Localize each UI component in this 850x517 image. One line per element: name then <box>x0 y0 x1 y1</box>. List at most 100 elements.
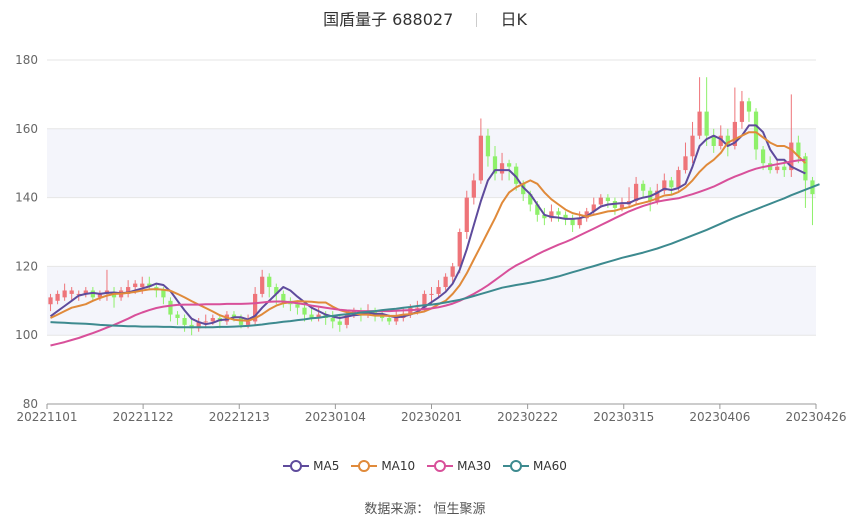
candle-body <box>111 293 117 298</box>
candle-body <box>140 283 145 288</box>
candle <box>330 311 335 329</box>
series-line-ma30 <box>50 158 806 347</box>
legend-item-ma10[interactable]: MA10 <box>351 459 415 473</box>
candle-body <box>619 204 625 208</box>
candle-body <box>231 314 237 318</box>
candle-body <box>281 293 286 301</box>
candle-body <box>655 190 660 202</box>
candle-body <box>267 276 272 288</box>
candle-body <box>76 293 81 295</box>
candle-body <box>725 135 730 146</box>
x-tick-label: 20230222 <box>497 410 558 424</box>
candle-body <box>528 194 533 205</box>
legend-label: MA10 <box>381 459 416 473</box>
candle <box>662 173 667 195</box>
candle-body <box>556 211 561 215</box>
candle-body <box>161 290 166 298</box>
legend-item-ma30[interactable]: MA30 <box>427 459 491 473</box>
candle-body <box>753 111 759 150</box>
x-tick-label: 20230426 <box>785 410 846 424</box>
candle <box>711 128 716 153</box>
candle <box>168 297 173 322</box>
candle <box>718 125 723 150</box>
candle-body <box>796 142 801 157</box>
candle <box>570 214 575 232</box>
candle <box>443 273 448 291</box>
candle-body <box>690 135 695 157</box>
chart-title: 国盾量子 688027 日K <box>0 6 850 30</box>
candle-body <box>605 197 610 202</box>
grid-band <box>47 128 816 198</box>
candle-body <box>238 318 244 325</box>
candle-body <box>253 293 258 322</box>
candle <box>669 176 674 195</box>
candle-body <box>295 304 300 308</box>
y-tick-label: 100 <box>15 328 38 342</box>
candle <box>605 194 610 208</box>
candle-body <box>775 166 780 171</box>
candle <box>464 190 469 239</box>
candle-body <box>330 318 335 322</box>
x-tick-label: 20221101 <box>16 410 77 424</box>
candle-body <box>598 197 603 205</box>
candle <box>542 207 547 226</box>
candle-body <box>464 197 469 232</box>
candle <box>111 287 117 308</box>
candle-body <box>344 314 349 325</box>
candle-body <box>443 276 448 288</box>
candle-body <box>669 180 674 188</box>
candle <box>260 269 265 298</box>
candle-body <box>591 204 596 212</box>
candle <box>175 311 180 325</box>
candle-body <box>126 287 131 294</box>
legend-item-ma5[interactable]: MA5 <box>283 459 339 473</box>
candle-body <box>274 287 279 294</box>
candle <box>485 128 491 167</box>
candle-body <box>196 321 201 329</box>
candle <box>450 262 455 284</box>
candle <box>739 90 745 129</box>
y-axis: 80 100 120 140 160 180 <box>15 53 38 411</box>
legend-item-ma60[interactable]: MA60 <box>503 459 567 473</box>
candle <box>203 314 208 329</box>
candle <box>97 290 103 301</box>
legend-marker-icon <box>351 459 378 473</box>
candle-body <box>175 314 180 318</box>
candle-body <box>542 214 547 219</box>
candle-body <box>147 283 152 288</box>
candle <box>281 290 286 308</box>
candle-body <box>394 318 399 322</box>
candle <box>676 166 681 191</box>
candle-body <box>789 142 794 171</box>
candle <box>584 207 589 222</box>
candle <box>697 77 702 140</box>
candle-body <box>641 183 646 191</box>
candle-body <box>803 156 808 181</box>
candle-body <box>436 287 441 294</box>
candle <box>316 307 321 322</box>
candle-body <box>584 211 589 219</box>
candle-body <box>676 170 681 188</box>
stock-name: 国盾量子 <box>323 10 388 29</box>
x-tick-label: 20230406 <box>689 410 750 424</box>
candle-body <box>429 293 434 295</box>
candle <box>556 207 561 222</box>
candle <box>126 280 131 298</box>
candle-body <box>133 283 138 288</box>
candle-body <box>203 321 208 323</box>
candle-body <box>168 300 173 315</box>
x-tick-label: 20230104 <box>305 410 366 424</box>
legend-marker-icon <box>503 459 530 473</box>
candle-body <box>683 156 688 171</box>
series-line-ma60 <box>50 183 820 329</box>
candle-body <box>521 183 526 195</box>
y-tick-label: 140 <box>15 191 38 205</box>
candle-body <box>69 290 74 294</box>
x-tick-label: 20230201 <box>401 410 462 424</box>
candle-body <box>768 163 773 171</box>
candle <box>196 318 201 332</box>
candle-body <box>549 211 554 219</box>
candle-body <box>83 290 88 294</box>
stock-code: 688027 <box>392 10 454 29</box>
